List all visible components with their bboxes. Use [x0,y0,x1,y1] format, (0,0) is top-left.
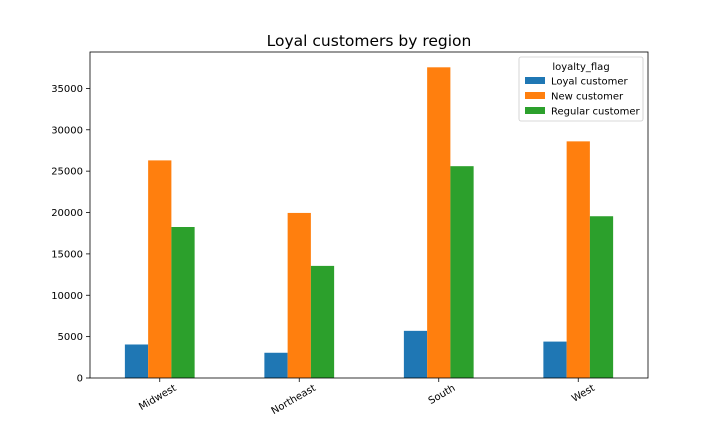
chart-title: Loyal customers by region [267,32,472,50]
bars-layer [124,67,614,378]
bar-northeast-regular-customer [310,265,335,378]
legend-title: loyalty_flag [552,62,609,73]
legend-swatch [525,92,545,99]
y-tick-label: 10000 [51,291,83,302]
y-tick-label: 15000 [51,249,83,260]
legend-box [518,56,644,122]
bar-south-regular-customer [450,166,474,378]
legend: loyalty_flag Loyal customer New customer Re… [518,56,644,122]
legend-label: Regular customer [551,107,641,118]
y-tick-label: 20000 [51,208,83,219]
bar-midwest-loyal-customer [124,344,149,378]
legend-label: Loyal customer [551,77,628,88]
x-tick-label: West [570,383,597,405]
y-tick-label: 0 [77,374,83,385]
legend-swatch [525,107,545,114]
y-tick-label: 5000 [58,332,83,343]
legend-swatch [525,77,545,84]
bar-west-loyal-customer [543,341,567,378]
bar-midwest-regular-customer [171,227,195,378]
x-tick-label: Midwest [137,383,178,413]
y-tick-label: 35000 [51,84,83,95]
y-tick-label: 30000 [51,125,83,136]
bar-west-regular-customer [589,216,614,378]
y-tick-label: 25000 [51,167,83,178]
legend-label: New customer [551,92,624,103]
bar-south-new-customer [427,67,451,378]
bar-west-new-customer [566,141,590,378]
plot-frame [89,51,649,379]
bar-south-loyal-customer [403,330,428,378]
bar-northeast-new-customer [287,212,311,378]
x-tick-label: Northeast [270,383,318,417]
x-tick-label: South [427,383,458,407]
bar-midwest-new-customer [148,160,172,378]
bar-northeast-loyal-customer [264,352,288,378]
